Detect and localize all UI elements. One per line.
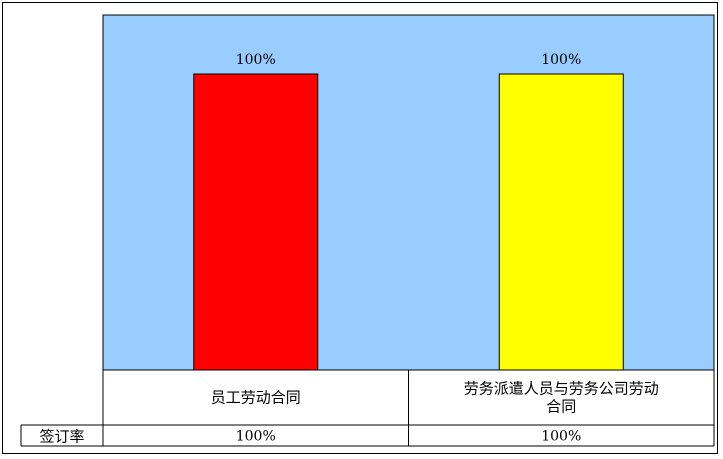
table-cell-1: 100% [236, 429, 276, 445]
data-label-1: 100% [236, 52, 276, 68]
x-tick-label-1: 员工劳动合同 [211, 389, 301, 407]
bar-1 [193, 73, 319, 371]
x-tick-label-2: 劳务派遣人员与劳务公司劳动合同 [464, 380, 659, 416]
table-row-label: 签订率 [39, 428, 84, 446]
bar-2 [498, 73, 624, 371]
data-label-2: 100% [541, 52, 581, 68]
table-cell-2: 100% [541, 429, 581, 445]
